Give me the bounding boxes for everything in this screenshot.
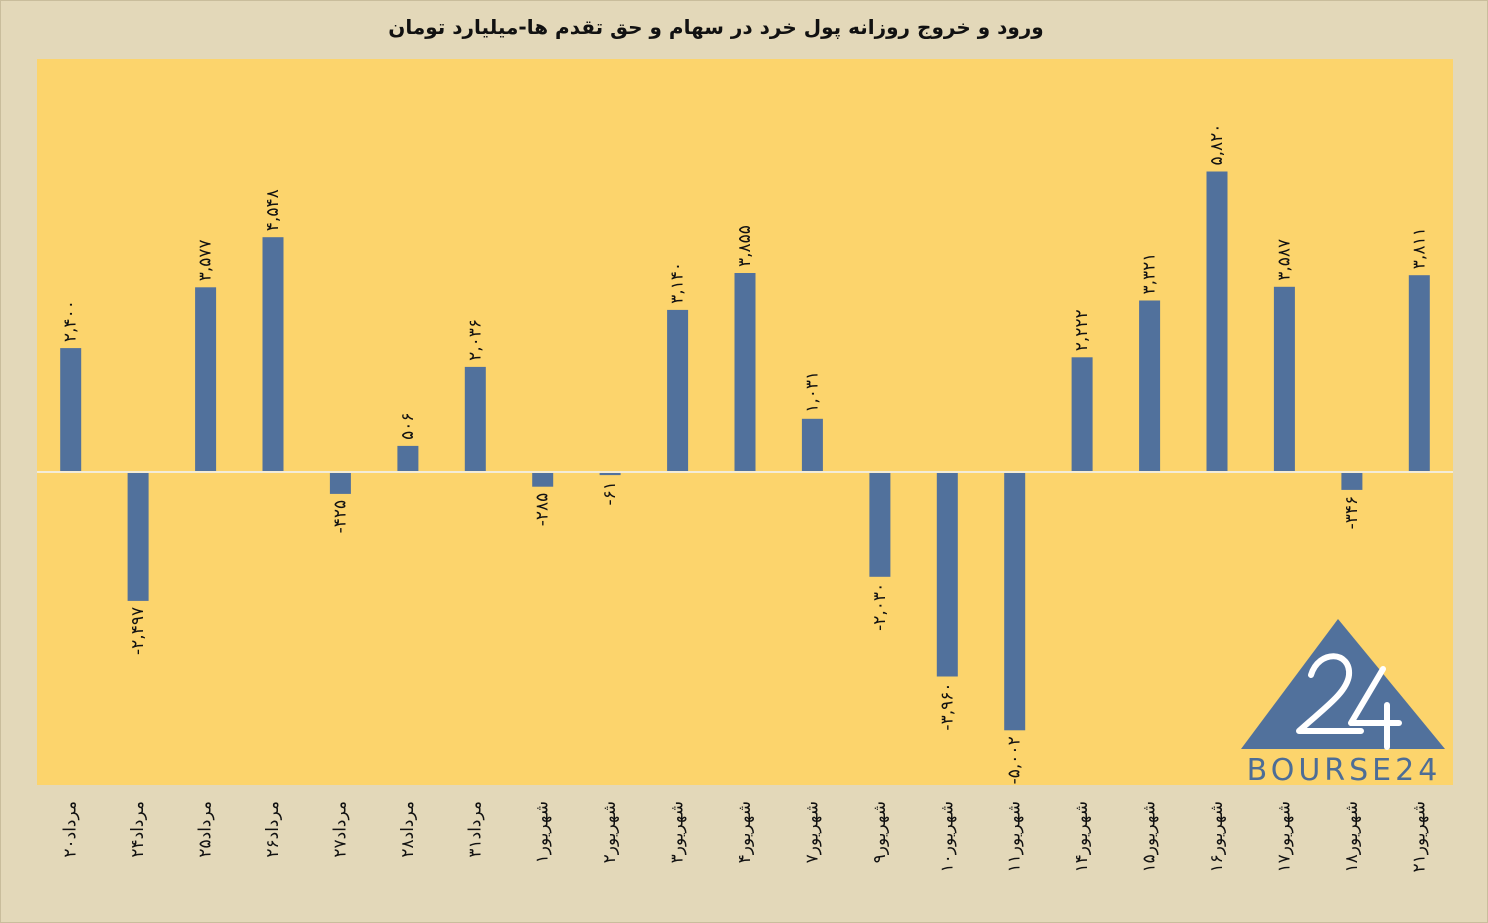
- value-label: ۵,۸۲۰: [1207, 124, 1227, 166]
- bar: [127, 472, 149, 601]
- value-label: -۴۲۵: [330, 500, 350, 534]
- category-label: ۱۷شهریور: [1274, 801, 1294, 872]
- bar: [599, 472, 621, 476]
- bar: [195, 287, 217, 472]
- category-label: ۱۴شهریور: [1072, 801, 1092, 872]
- bar: [1139, 300, 1161, 472]
- bar: [734, 273, 756, 472]
- bar: [1206, 171, 1228, 472]
- value-labels: ۲,۴۰۰ -۲,۴۹۷ ۳,۵۷۷ ۴,۵۴۸ -۴۲۵ ۵۰۶ ۲,۰۳۶ -۲۸۵ -۶۱…: [61, 124, 1430, 785]
- bar: [667, 309, 689, 472]
- value-label: ۳,۸۱۱: [1409, 227, 1429, 269]
- value-label: -۶۱: [600, 481, 620, 505]
- value-label: -۳۴۶: [1342, 496, 1362, 530]
- category-label: ۱۵شهریور: [1140, 801, 1160, 872]
- category-label: ۲۰مرداد: [61, 801, 81, 858]
- category-label: ۳۱مرداد: [465, 801, 485, 858]
- bar: [532, 472, 554, 487]
- bar: [801, 418, 823, 472]
- bar: [329, 472, 351, 494]
- value-label: -۳,۹۶۰: [937, 683, 957, 731]
- bar: [1408, 275, 1430, 472]
- bar: [1273, 286, 1295, 472]
- category-label: ۱۱شهریور: [1005, 801, 1025, 872]
- value-label: ۳,۱۴۰: [668, 262, 688, 304]
- value-label: ۳,۳۲۱: [1140, 253, 1160, 295]
- value-label: ۲,۴۰۰: [61, 300, 81, 342]
- category-label: ۲۷مرداد: [330, 801, 350, 858]
- category-label: ۹شهریور: [870, 801, 890, 863]
- value-label: ۴,۵۴۸: [263, 189, 283, 231]
- logo-number-24: [1296, 653, 1402, 750]
- value-label: ۳,۵۷۷: [196, 239, 216, 281]
- value-label: -۲,۰۳۰: [870, 583, 890, 631]
- bar: [1004, 472, 1026, 731]
- value-label: -۵,۰۰۲: [1005, 736, 1025, 784]
- category-label: ۱۰شهریور: [937, 801, 957, 872]
- value-label: ۳,۵۸۷: [1274, 239, 1294, 281]
- category-label: ۷شهریور: [802, 801, 822, 863]
- category-label: ۲شهریور: [600, 801, 620, 863]
- bar: [1341, 472, 1363, 490]
- category-label: ۱۸شهریور: [1342, 801, 1362, 872]
- bar: [936, 472, 958, 677]
- bar: [869, 472, 891, 577]
- category-label: ۳شهریور: [668, 801, 688, 863]
- category-labels: ۲۰مرداد ۲۴مرداد ۲۵مرداد ۲۶مرداد ۲۷مرداد ۲۸مرد…: [61, 801, 1430, 872]
- category-label: ۲۵مرداد: [196, 801, 216, 858]
- value-label: ۱,۰۳۱: [802, 371, 822, 413]
- bourse24-logo: [1241, 619, 1445, 750]
- bar: [464, 366, 486, 472]
- value-label: ۲,۰۳۶: [465, 319, 485, 361]
- logo-wordmark: BOURSE24: [1246, 753, 1442, 788]
- bar: [262, 237, 284, 472]
- value-label: -۲۸۵: [533, 493, 553, 527]
- category-label: ۱شهریور: [533, 801, 553, 863]
- category-label: ۲۸مرداد: [398, 801, 418, 858]
- bars: [60, 171, 1430, 731]
- category-label: ۲۶مرداد: [263, 801, 283, 858]
- value-label: ۲,۲۲۲: [1072, 309, 1092, 351]
- value-label: ۵۰۶: [398, 412, 418, 439]
- bar: [1071, 357, 1093, 472]
- category-label: ۱۶شهریور: [1207, 801, 1227, 872]
- category-label: ۲۱شهریور: [1409, 801, 1429, 872]
- chart-title: ورود و خروج روزانه پول خرد در سهام و حق …: [388, 15, 1044, 39]
- value-label: ۳,۸۵۵: [735, 225, 755, 267]
- category-label: ۴شهریور: [735, 801, 755, 863]
- category-label: ۲۴مرداد: [128, 801, 148, 858]
- bar: [397, 445, 419, 472]
- value-label: -۲,۴۹۷: [128, 607, 148, 655]
- bar: [60, 348, 82, 472]
